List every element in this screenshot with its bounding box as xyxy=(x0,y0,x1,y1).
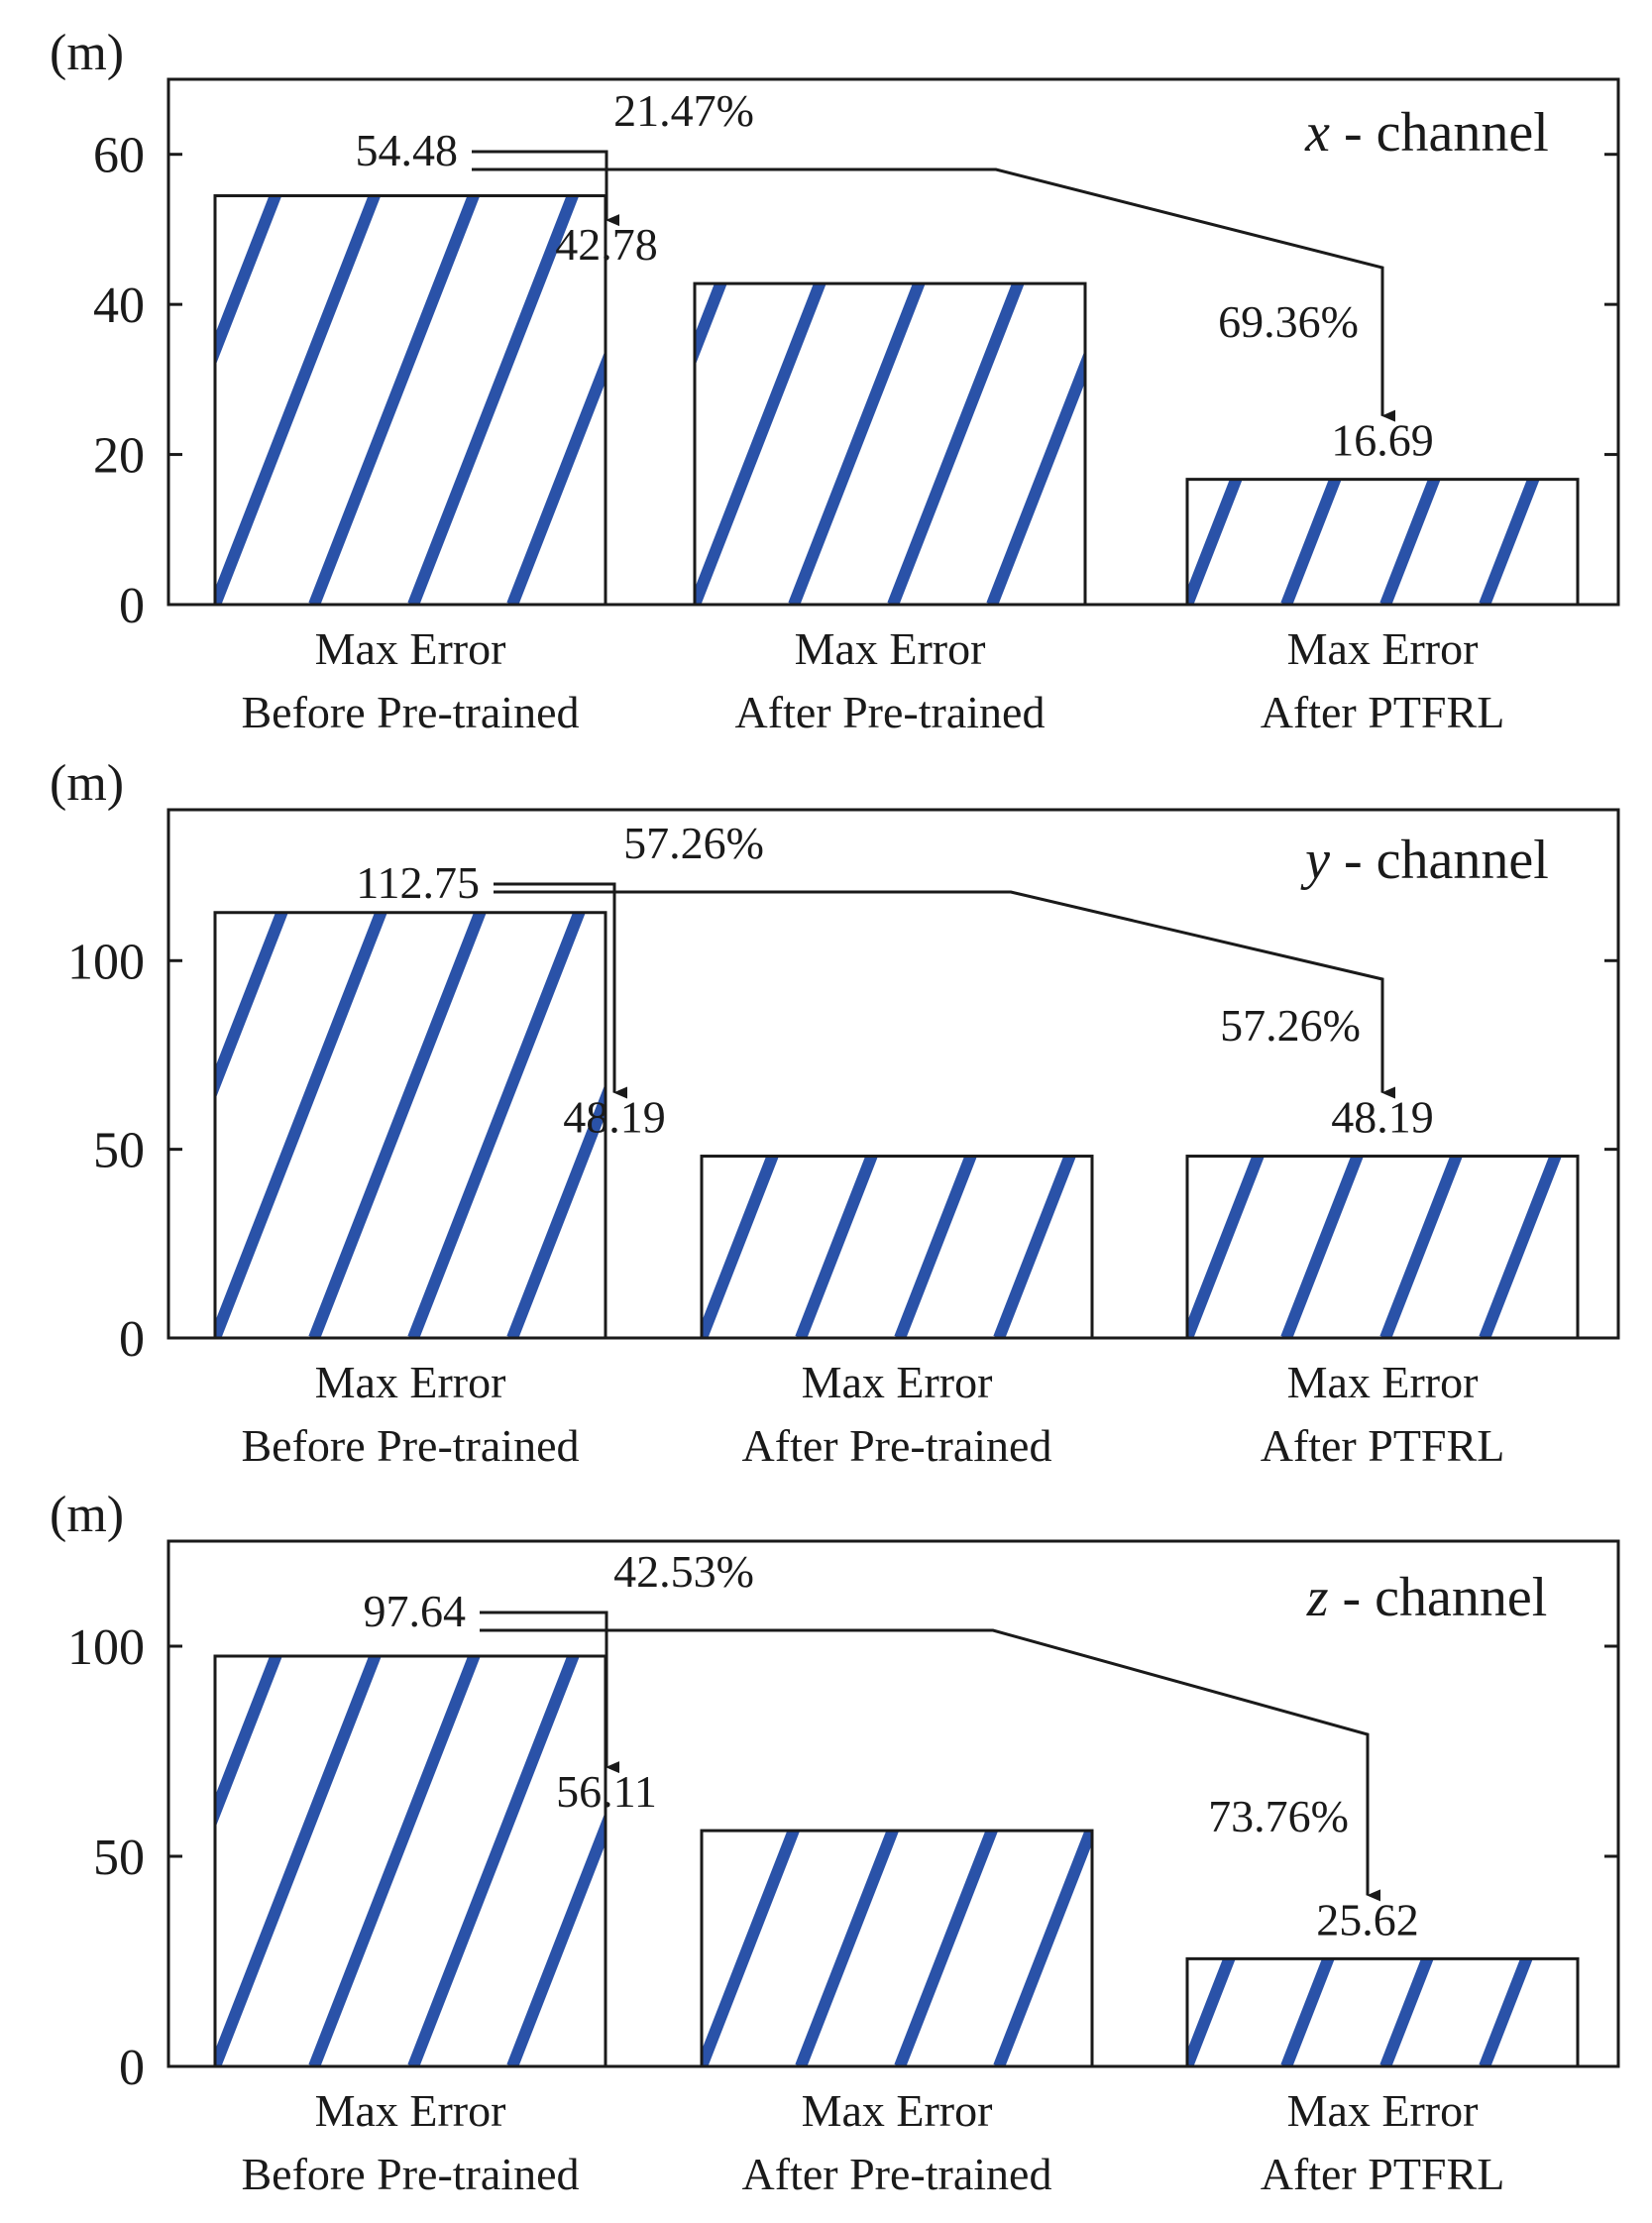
reduction-arrow xyxy=(480,1611,619,1774)
channel-name: y - channel xyxy=(1300,830,1549,891)
category-label: After Pre-trained xyxy=(742,1420,1052,1471)
category-label: After Pre-trained xyxy=(735,687,1046,737)
y-tick-label: 0 xyxy=(119,578,145,634)
bar-hatch xyxy=(1187,479,1540,605)
value-label-x-2: 42.78 xyxy=(555,219,658,270)
z-channel-panel: 97.64 Max Error Before Pre-trained 56.11 Max… xyxy=(50,1487,1620,2199)
bar-z-1 xyxy=(213,1654,607,2068)
bar-y-3 xyxy=(1185,1155,1580,1340)
reduction-percent-label: 21.47% xyxy=(613,85,754,136)
y-tick-label: 100 xyxy=(67,1619,145,1676)
value-label-x-3: 16.69 xyxy=(1331,415,1434,466)
value-label-y-1: 112.75 xyxy=(356,857,480,908)
bar-hatch xyxy=(215,195,606,605)
category-label: Max Error xyxy=(1287,1357,1479,1407)
category-label: Max Error xyxy=(315,623,506,674)
y-tick-label: 60 xyxy=(93,128,145,184)
y-tick-label: 50 xyxy=(93,1830,145,1886)
y-tick-label: 20 xyxy=(93,428,145,485)
bar-hatch xyxy=(702,1831,1092,2067)
value-label-z-3: 25.62 xyxy=(1316,1894,1419,1945)
value-label-z-1: 97.64 xyxy=(364,1586,467,1636)
y-tick-label: 50 xyxy=(93,1123,145,1179)
y-unit-label: (m) xyxy=(50,755,124,812)
category-label: Max Error xyxy=(802,2085,993,2136)
reduction-percent-label: 57.26% xyxy=(1220,1000,1361,1051)
reduction-arrow xyxy=(494,890,1395,1099)
channel-name: x - channel xyxy=(1304,102,1549,164)
category-label: After Pre-trained xyxy=(742,2149,1052,2199)
plot-frame xyxy=(166,77,1620,607)
y-unit-label: (m) xyxy=(50,1487,124,1543)
channel-name: z - channel xyxy=(1306,1567,1548,1628)
value-label-x-1: 54.48 xyxy=(356,125,459,175)
category-label: Max Error xyxy=(1287,2085,1479,2136)
category-label: After PTFRL xyxy=(1261,1420,1505,1471)
bar-fill xyxy=(215,912,606,1338)
category-label: Before Pre-trained xyxy=(241,1420,579,1471)
value-label-z-2: 56.11 xyxy=(556,1766,657,1817)
reduction-percent-label: 69.36% xyxy=(1218,296,1359,347)
bar-hatch xyxy=(695,283,1085,605)
reduction-percent-label: 73.76% xyxy=(1208,1791,1349,1841)
category-label: Max Error xyxy=(315,2085,506,2136)
category-label: Before Pre-trained xyxy=(241,2149,579,2199)
category-label: Max Error xyxy=(315,1357,506,1407)
bar-hatch xyxy=(215,912,606,1338)
category-label: Before Pre-trained xyxy=(241,687,579,737)
bar-fill xyxy=(1187,479,1578,605)
bar-x-3 xyxy=(1185,478,1580,607)
category-label: After PTFRL xyxy=(1261,2149,1505,2199)
value-label-y-3: 48.19 xyxy=(1331,1092,1434,1143)
y-tick-label: 100 xyxy=(67,934,145,990)
category-label: Max Error xyxy=(802,1357,993,1407)
y-tick-label: 0 xyxy=(119,1311,145,1368)
y-tick-label: 0 xyxy=(119,2040,145,2096)
reduction-arrow xyxy=(472,150,619,227)
category-label: Max Error xyxy=(1287,623,1479,674)
category-label: After PTFRL xyxy=(1261,687,1505,737)
bar-hatch xyxy=(215,1656,606,2066)
reduction-arrow xyxy=(494,882,627,1099)
y-unit-label: (m) xyxy=(50,25,124,81)
reduction-percent-label: 42.53% xyxy=(613,1546,754,1597)
bar-z-3 xyxy=(1185,1956,1580,2068)
bar-fill xyxy=(702,1831,1092,2066)
reduction-arrow xyxy=(480,1628,1380,1902)
reduction-arrow xyxy=(472,167,1395,422)
y-tick-label: 40 xyxy=(93,278,145,334)
plot-frame xyxy=(166,1539,1620,2068)
bar-hatch xyxy=(702,1156,1076,1339)
plot-frame xyxy=(166,808,1620,1340)
category-label: Max Error xyxy=(795,623,986,674)
bar-y-2 xyxy=(700,1155,1094,1340)
value-label-y-2: 48.19 xyxy=(563,1092,666,1143)
bar-x-1 xyxy=(213,194,607,607)
bar-hatch xyxy=(1187,1958,1533,2067)
bar-hatch xyxy=(1187,1156,1562,1339)
bar-fill xyxy=(1187,1958,1578,2066)
y-channel-panel: 112.75 Max Error Before Pre-trained 48.19 Ma… xyxy=(50,755,1620,1471)
x-channel-panel: 54.48 Max Error Before Pre-trained 42.78 Max… xyxy=(50,25,1620,737)
reduction-percent-label: 57.26% xyxy=(623,818,764,868)
